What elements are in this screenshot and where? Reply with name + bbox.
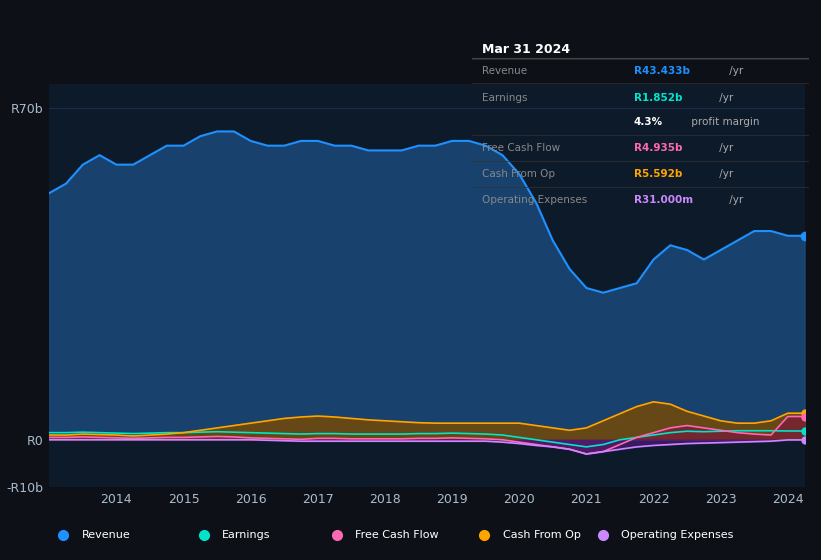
Text: Free Cash Flow: Free Cash Flow [482, 143, 560, 153]
Text: R5.592b: R5.592b [634, 169, 682, 179]
Text: 4.3%: 4.3% [634, 117, 663, 127]
Text: Operating Expenses: Operating Expenses [621, 530, 733, 540]
Text: R1.852b: R1.852b [634, 93, 682, 103]
Text: Mar 31 2024: Mar 31 2024 [482, 43, 571, 56]
Text: Cash From Op: Cash From Op [482, 169, 555, 179]
Text: Earnings: Earnings [482, 93, 528, 103]
Text: /yr: /yr [726, 66, 743, 76]
Text: R31.000m: R31.000m [634, 195, 693, 205]
Text: Revenue: Revenue [482, 66, 527, 76]
Text: Revenue: Revenue [82, 530, 131, 540]
Text: /yr: /yr [726, 195, 743, 205]
Text: Cash From Op: Cash From Op [502, 530, 580, 540]
Text: /yr: /yr [717, 93, 734, 103]
Text: /yr: /yr [717, 143, 734, 153]
Text: R4.935b: R4.935b [634, 143, 682, 153]
Text: profit margin: profit margin [688, 117, 759, 127]
Text: /yr: /yr [717, 169, 734, 179]
Text: Free Cash Flow: Free Cash Flow [355, 530, 438, 540]
Text: Earnings: Earnings [222, 530, 271, 540]
Text: Operating Expenses: Operating Expenses [482, 195, 587, 205]
Text: R43.433b: R43.433b [634, 66, 690, 76]
